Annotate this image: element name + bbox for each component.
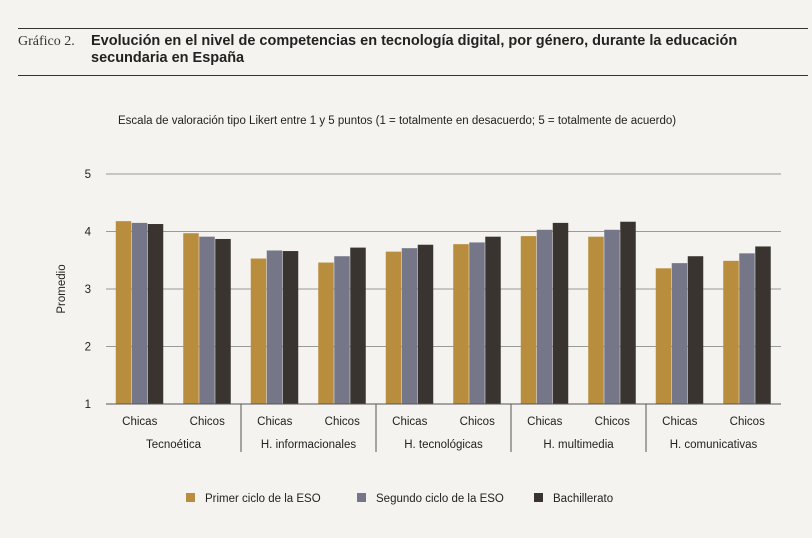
bar <box>183 233 199 404</box>
category-label: Chicos <box>325 416 360 428</box>
bar <box>453 244 469 404</box>
y-tick-label: 2 <box>85 342 91 354</box>
bar <box>739 253 755 404</box>
category-label: Chicos <box>190 416 225 428</box>
chart-subtitle: Escala de valoración tipo Likert entre 1… <box>118 115 676 127</box>
legend-label: Bachillerato <box>553 493 613 505</box>
bar <box>469 242 485 404</box>
bar <box>318 262 334 404</box>
group-label: H. comunicativas <box>670 439 758 451</box>
bar <box>552 222 569 404</box>
bar <box>282 251 299 404</box>
bar <box>250 258 267 404</box>
group-label: H. informacionales <box>261 439 356 451</box>
category-label: Chicas <box>527 416 562 428</box>
legend-label: Segundo ciclo de la ESO <box>376 493 504 505</box>
group-label: H. multimedia <box>543 439 614 451</box>
category-label: Chicas <box>392 416 427 428</box>
bar <box>199 236 215 404</box>
bar <box>131 222 148 404</box>
bar <box>215 238 231 404</box>
bar <box>417 244 434 404</box>
figure-title: Evolución en el nivel de competencias en… <box>91 33 738 66</box>
category-label: Chicas <box>257 416 292 428</box>
group-label: H. tecnológicas <box>404 439 483 451</box>
legend-swatch <box>357 493 366 502</box>
bar <box>687 256 704 404</box>
category-label: Chicas <box>662 416 697 428</box>
header-bottom-rule <box>18 75 808 76</box>
category-label: Chicos <box>460 416 495 428</box>
bar <box>520 236 537 404</box>
bar <box>334 256 350 404</box>
bar <box>147 224 164 404</box>
bar <box>588 236 604 404</box>
bar <box>604 229 620 404</box>
bar <box>350 247 366 404</box>
category-label: Chicas <box>122 416 157 428</box>
bar <box>723 260 739 404</box>
bar <box>485 236 501 404</box>
bar <box>620 221 636 404</box>
bar <box>115 221 132 404</box>
category-label: Chicos <box>730 416 765 428</box>
legend-swatch <box>534 493 543 502</box>
y-tick-label: 5 <box>85 169 91 181</box>
bar <box>671 263 688 404</box>
legend-label: Primer ciclo de la ESO <box>205 493 321 505</box>
y-axis-label: Promedio <box>56 264 68 313</box>
figure-label: Gráfico 2. <box>18 34 75 49</box>
group-label: Tecnoética <box>146 439 202 451</box>
bar <box>401 248 418 404</box>
legend-swatch <box>186 493 195 502</box>
bar <box>385 251 402 404</box>
y-tick-label: 4 <box>85 227 92 239</box>
y-tick-label: 1 <box>85 399 91 411</box>
category-label: Chicos <box>595 416 630 428</box>
bar <box>755 246 771 404</box>
bar <box>536 229 553 404</box>
header-top-rule <box>18 28 808 29</box>
bar <box>655 268 672 404</box>
y-tick-label: 3 <box>85 284 91 296</box>
bar <box>266 250 283 404</box>
